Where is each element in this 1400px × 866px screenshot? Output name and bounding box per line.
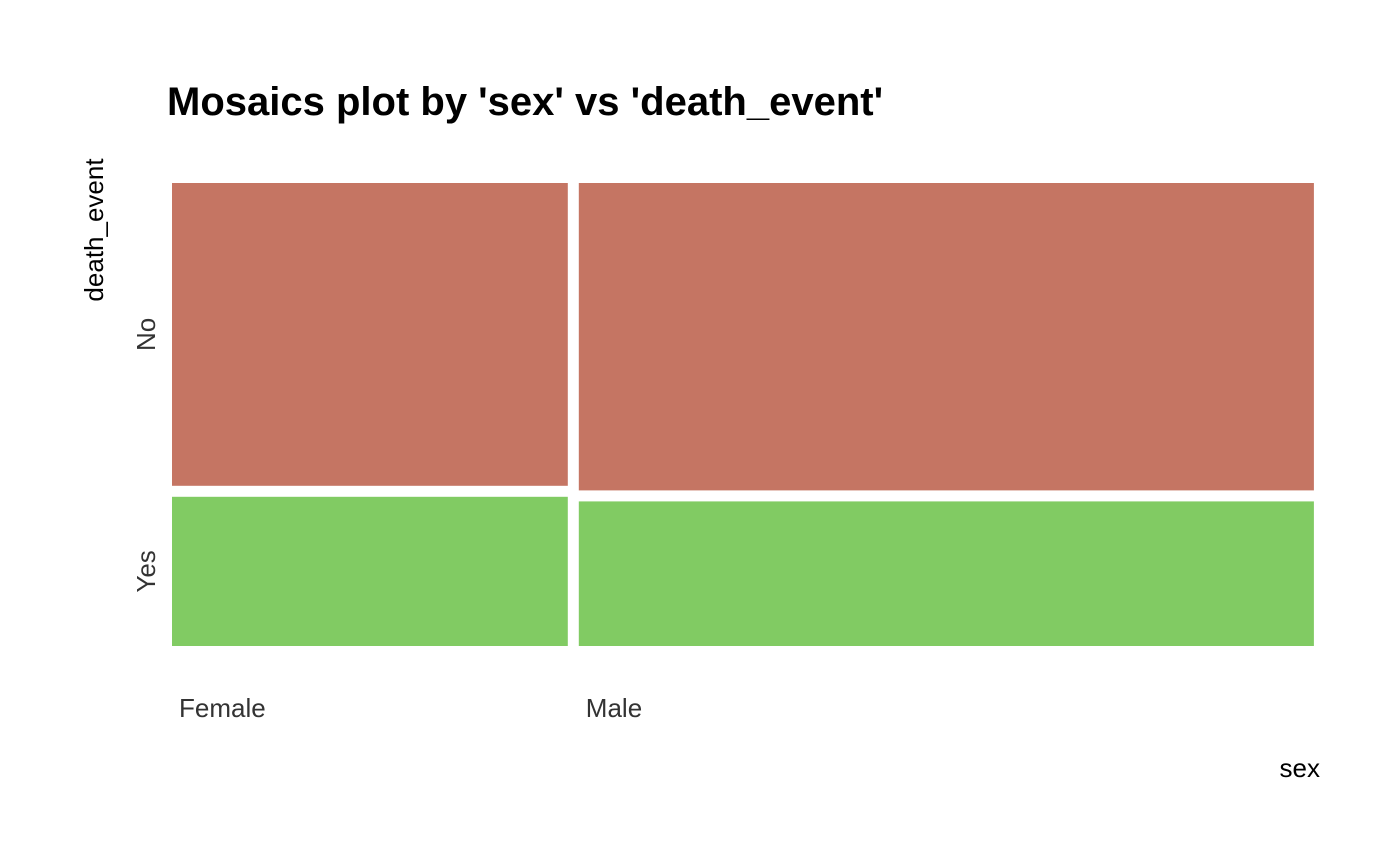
- chart-title: Mosaics plot by 'sex' vs 'death_event': [167, 80, 883, 124]
- tile-female-yes: [172, 496, 568, 646]
- x-tick-labels: Female Male: [179, 693, 642, 723]
- tile-male-yes: [578, 501, 1314, 646]
- y-tick-label-no: No: [131, 318, 161, 351]
- mosaic-tiles: [172, 183, 1314, 646]
- x-axis-title: sex: [1280, 753, 1320, 783]
- y-tick-labels: No Yes: [131, 318, 161, 593]
- x-tick-label-female: Female: [179, 693, 266, 723]
- tile-female-no: [172, 183, 568, 486]
- tile-male-no: [578, 183, 1314, 491]
- y-axis-title: death_event: [79, 158, 109, 302]
- x-tick-label-male: Male: [586, 693, 642, 723]
- y-tick-label-yes: Yes: [131, 550, 161, 592]
